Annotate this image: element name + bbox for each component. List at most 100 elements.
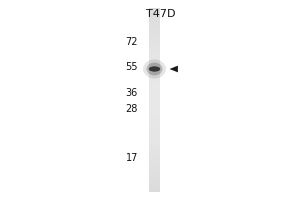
- Bar: [149, 148, 160, 150]
- Bar: [149, 188, 160, 190]
- Bar: [149, 30, 160, 32]
- Bar: [149, 159, 160, 161]
- Bar: [149, 100, 160, 102]
- Ellipse shape: [146, 63, 163, 75]
- Bar: [149, 10, 160, 12]
- Bar: [149, 133, 160, 135]
- Bar: [149, 102, 160, 104]
- Bar: [149, 83, 160, 85]
- Bar: [149, 120, 160, 122]
- Bar: [149, 98, 160, 100]
- Bar: [149, 15, 160, 17]
- Bar: [149, 164, 160, 166]
- Bar: [149, 89, 160, 91]
- Bar: [149, 122, 160, 124]
- Bar: [149, 106, 160, 107]
- Text: 72: 72: [125, 37, 138, 47]
- Text: 55: 55: [125, 62, 138, 72]
- Bar: [149, 58, 160, 60]
- Bar: [149, 39, 160, 41]
- Bar: [149, 78, 160, 80]
- Bar: [149, 43, 160, 45]
- Bar: [149, 175, 160, 177]
- Bar: [149, 82, 160, 83]
- Bar: [149, 41, 160, 43]
- Bar: [149, 76, 160, 78]
- Bar: [149, 126, 160, 128]
- Bar: [149, 139, 160, 140]
- Bar: [149, 52, 160, 54]
- Ellipse shape: [143, 60, 166, 78]
- Bar: [149, 48, 160, 50]
- Bar: [149, 155, 160, 157]
- Bar: [149, 80, 160, 82]
- Bar: [149, 115, 160, 117]
- Bar: [149, 63, 160, 65]
- Bar: [149, 186, 160, 188]
- Text: 36: 36: [126, 88, 138, 98]
- Bar: [149, 85, 160, 87]
- Bar: [149, 36, 160, 37]
- Bar: [149, 168, 160, 170]
- Bar: [149, 96, 160, 98]
- Bar: [149, 65, 160, 67]
- Bar: [149, 140, 160, 142]
- Bar: [149, 128, 160, 129]
- Bar: [149, 179, 160, 181]
- Bar: [149, 71, 160, 72]
- Bar: [149, 104, 160, 106]
- Bar: [149, 109, 160, 111]
- Bar: [149, 137, 160, 139]
- Bar: [149, 37, 160, 39]
- Bar: [149, 23, 160, 25]
- Bar: [149, 45, 160, 47]
- Bar: [149, 14, 160, 15]
- Bar: [149, 56, 160, 58]
- Text: 17: 17: [126, 153, 138, 163]
- Bar: [149, 183, 160, 185]
- Bar: [149, 163, 160, 164]
- Bar: [149, 47, 160, 48]
- Polygon shape: [169, 66, 178, 72]
- Bar: [149, 32, 160, 34]
- Bar: [149, 118, 160, 120]
- Bar: [149, 170, 160, 172]
- Bar: [149, 152, 160, 153]
- Bar: [149, 94, 160, 96]
- Bar: [149, 157, 160, 159]
- Ellipse shape: [149, 66, 160, 72]
- Bar: [149, 28, 160, 30]
- Bar: [149, 50, 160, 52]
- Bar: [149, 26, 160, 28]
- Bar: [149, 124, 160, 126]
- Bar: [149, 181, 160, 183]
- Bar: [149, 61, 160, 63]
- Bar: [149, 111, 160, 113]
- Bar: [149, 74, 160, 76]
- Bar: [149, 34, 160, 36]
- Bar: [149, 19, 160, 21]
- Bar: [149, 135, 160, 137]
- Bar: [149, 25, 160, 26]
- Bar: [149, 174, 160, 175]
- Bar: [149, 17, 160, 19]
- Bar: [149, 131, 160, 133]
- Bar: [149, 8, 160, 10]
- Bar: [149, 166, 160, 168]
- Bar: [149, 72, 160, 74]
- Bar: [149, 177, 160, 179]
- Bar: [149, 146, 160, 148]
- Bar: [149, 117, 160, 118]
- Bar: [149, 12, 160, 14]
- Bar: [149, 60, 160, 61]
- Bar: [149, 142, 160, 144]
- Bar: [149, 91, 160, 93]
- Text: 28: 28: [126, 104, 138, 114]
- Bar: [149, 21, 160, 23]
- Bar: [149, 161, 160, 163]
- Bar: [149, 172, 160, 174]
- Bar: [149, 113, 160, 115]
- Bar: [149, 107, 160, 109]
- Bar: [149, 190, 160, 192]
- Bar: [149, 129, 160, 131]
